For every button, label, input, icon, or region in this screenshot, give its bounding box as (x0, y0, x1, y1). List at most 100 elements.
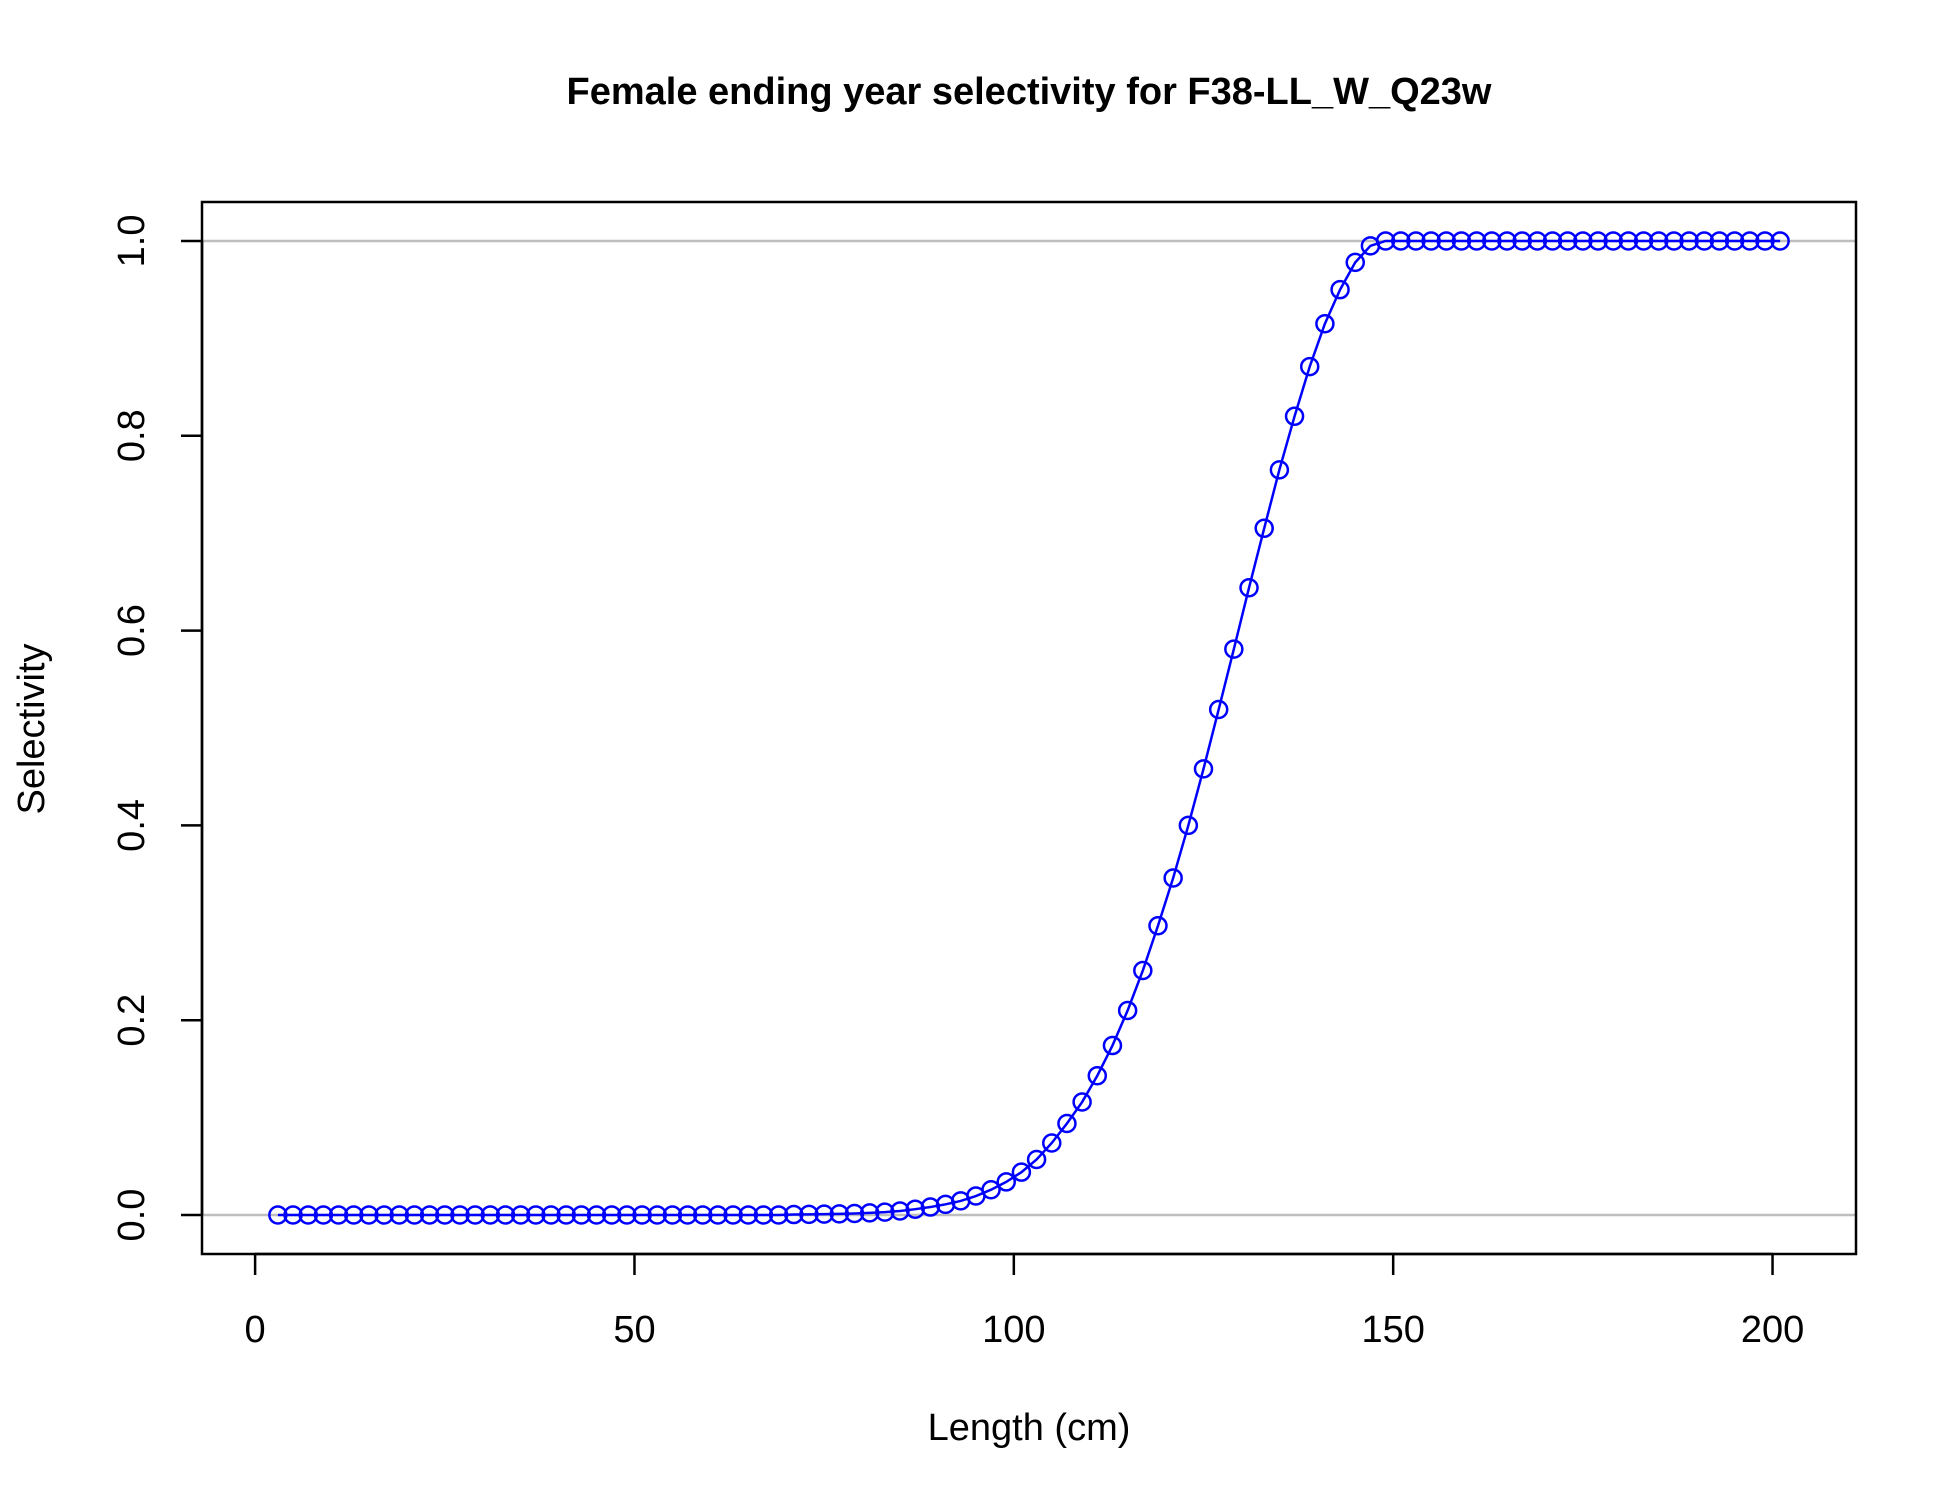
data-point (1299, 356, 1320, 377)
data-point (905, 1199, 925, 1219)
data-point (662, 1205, 683, 1225)
data-point (981, 1179, 1001, 1200)
data-point (1330, 279, 1350, 300)
data-point (1208, 699, 1229, 720)
y-tick-label: 0.4 (111, 799, 153, 852)
y-tick-label: 1.0 (111, 215, 153, 268)
data-point (1770, 231, 1790, 251)
data-point (768, 1205, 789, 1225)
data-point (920, 1197, 941, 1217)
x-axis: 0 50 100 150 200 (245, 1252, 1804, 1351)
data-point (1375, 231, 1396, 251)
data-point (1588, 231, 1608, 251)
data-point (1709, 231, 1730, 251)
data-point (844, 1203, 865, 1224)
series-line-0 (277, 239, 1781, 1217)
data-point (1497, 231, 1517, 251)
data-point (435, 1205, 455, 1225)
plot-frame (200, 200, 1858, 1256)
data-point (1102, 1035, 1123, 1056)
data-point (495, 1205, 516, 1225)
data-point (359, 1205, 379, 1225)
data-point (1740, 231, 1760, 251)
data-point (890, 1201, 910, 1221)
series-line-group (277, 239, 1781, 1217)
data-point (1482, 231, 1502, 251)
data-point (1163, 868, 1183, 888)
data-point (859, 1203, 880, 1223)
data-point (1573, 231, 1593, 251)
data-point (1224, 639, 1244, 659)
data-point (1755, 231, 1775, 251)
data-point (465, 1205, 485, 1225)
y-tick-label: 0.6 (111, 604, 153, 657)
x-tick-label: 100 (982, 1309, 1045, 1351)
reference-lines (202, 239, 1856, 1217)
data-point (1254, 518, 1274, 539)
data-point (1315, 314, 1335, 334)
data-point (708, 1205, 728, 1225)
data-point (1406, 231, 1426, 251)
data-point (1664, 231, 1684, 251)
data-point (1057, 1113, 1077, 1134)
data-point (1451, 231, 1472, 251)
data-point (1633, 231, 1654, 251)
data-point (875, 1202, 895, 1222)
data-point (556, 1205, 576, 1225)
data-point (1133, 960, 1153, 981)
data-point (723, 1205, 743, 1225)
y-tick-label: 0.0 (111, 1189, 153, 1242)
y-axis-label: Selectivity (11, 643, 53, 814)
x-axis-label: Length (cm) (928, 1407, 1131, 1449)
data-point (1345, 252, 1365, 273)
data-point (510, 1205, 531, 1225)
data-point (480, 1205, 501, 1225)
data-point (1087, 1065, 1108, 1086)
data-point (1072, 1092, 1092, 1112)
data-point (541, 1205, 561, 1225)
data-point (1557, 231, 1578, 251)
data-point (799, 1204, 819, 1225)
chart-title: Female ending year selectivity for F38-L… (567, 71, 1492, 113)
data-point (632, 1205, 652, 1225)
data-point (1148, 915, 1168, 936)
y-tick-label: 0.8 (111, 409, 153, 462)
data-point (419, 1205, 440, 1225)
data-point (404, 1205, 425, 1225)
data-point (1117, 1000, 1138, 1021)
data-point (1391, 231, 1411, 251)
data-point (389, 1205, 410, 1225)
series-points-group (268, 231, 1790, 1225)
data-point (1026, 1149, 1047, 1170)
data-point (283, 1205, 303, 1225)
data-point (526, 1205, 546, 1225)
data-point (1284, 406, 1305, 427)
x-tick-label: 150 (1361, 1309, 1424, 1351)
data-point (1436, 231, 1457, 251)
data-point (1178, 815, 1199, 836)
data-point (1679, 231, 1699, 251)
x-tick-label: 0 (245, 1309, 266, 1351)
data-point (1618, 231, 1639, 251)
data-point (1421, 231, 1441, 251)
data-point (571, 1205, 592, 1225)
data-point (693, 1205, 713, 1225)
data-point (1512, 231, 1532, 251)
data-point (814, 1204, 834, 1224)
data-point (1648, 231, 1669, 251)
data-point (1011, 1162, 1032, 1182)
data-point (1542, 231, 1563, 251)
data-point (1724, 231, 1745, 251)
data-point (1466, 231, 1487, 251)
data-point (738, 1205, 759, 1225)
data-point (450, 1205, 470, 1225)
x-tick-label: 200 (1741, 1309, 1804, 1351)
data-point (1239, 577, 1259, 598)
x-tick-label: 50 (613, 1309, 655, 1351)
data-point (677, 1205, 698, 1225)
data-point (374, 1205, 394, 1225)
data-point (784, 1204, 804, 1225)
data-point (1527, 231, 1548, 251)
